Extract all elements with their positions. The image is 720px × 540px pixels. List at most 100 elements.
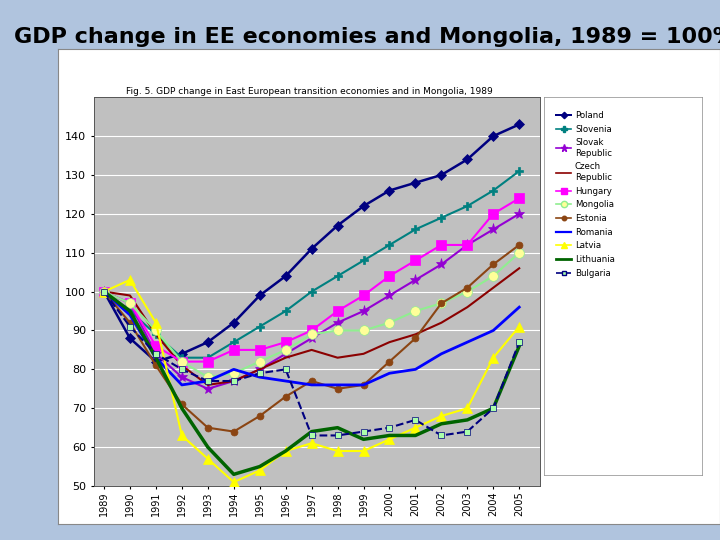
Slovenia: [515, 168, 523, 174]
Romania: [359, 382, 368, 388]
Mongolia: [178, 359, 186, 365]
Poland: [204, 339, 212, 346]
Line: Romania: Romania: [104, 292, 519, 385]
Poland: [333, 222, 342, 229]
Hungary: [282, 339, 290, 346]
Lithuania: [515, 343, 523, 349]
Hungary: [515, 195, 523, 201]
Mongolia: [489, 273, 498, 279]
Slovenia: [125, 308, 134, 314]
Lithuania: [152, 354, 161, 361]
Romania: [125, 312, 134, 318]
Line: Mongolia: Mongolia: [99, 248, 524, 382]
Estonia: [411, 335, 420, 341]
Slovenia: [282, 308, 290, 314]
Line: Hungary: Hungary: [99, 193, 524, 367]
Slovenia: [152, 331, 161, 338]
Slovak
Republic: [282, 350, 290, 357]
Slovak
Republic: [489, 226, 498, 233]
Slovak
Republic: [99, 288, 108, 295]
Latvia: [463, 405, 472, 411]
Romania: [411, 366, 420, 373]
Line: Latvia: Latvia: [99, 275, 524, 487]
Czech
Republic: [152, 331, 161, 338]
Mongolia: [359, 327, 368, 334]
Slovenia: [333, 273, 342, 279]
Latvia: [411, 424, 420, 431]
Lithuania: [282, 448, 290, 454]
Bulgaria: [359, 428, 368, 435]
Lithuania: [256, 463, 264, 470]
Lithuania: [204, 444, 212, 450]
Czech
Republic: [515, 265, 523, 272]
Bulgaria: [152, 350, 161, 357]
Slovak
Republic: [333, 320, 342, 326]
Bulgaria: [307, 432, 316, 438]
Bulgaria: [489, 405, 498, 411]
Slovenia: [437, 214, 446, 221]
Latvia: [437, 413, 446, 419]
Czech
Republic: [99, 288, 108, 295]
Hungary: [230, 347, 238, 353]
Poland: [359, 203, 368, 210]
Mongolia: [282, 347, 290, 353]
Slovak
Republic: [515, 211, 523, 217]
Lithuania: [178, 405, 186, 411]
Czech
Republic: [437, 320, 446, 326]
Estonia: [333, 386, 342, 392]
Line: Bulgaria: Bulgaria: [101, 288, 523, 439]
Romania: [152, 354, 161, 361]
Latvia: [359, 448, 368, 454]
Slovak
Republic: [230, 378, 238, 384]
Legend: Poland, Slovenia, Slovak
Republic, Czech
Republic, Hungary, Mongolia, Estonia, R: Poland, Slovenia, Slovak Republic, Czech…: [554, 109, 616, 280]
Latvia: [282, 448, 290, 454]
Latvia: [385, 436, 394, 443]
Poland: [282, 273, 290, 279]
Czech
Republic: [178, 362, 186, 369]
Mongolia: [230, 370, 238, 376]
Hungary: [489, 211, 498, 217]
Czech
Republic: [307, 347, 316, 353]
Hungary: [385, 273, 394, 279]
Poland: [256, 292, 264, 299]
Poland: [230, 320, 238, 326]
Hungary: [256, 347, 264, 353]
Latvia: [333, 448, 342, 454]
Poland: [463, 156, 472, 163]
Bulgaria: [99, 288, 108, 295]
Slovak
Republic: [463, 242, 472, 248]
Mongolia: [463, 288, 472, 295]
Lithuania: [385, 432, 394, 438]
Lithuania: [333, 424, 342, 431]
Slovenia: [489, 187, 498, 194]
Slovak
Republic: [385, 292, 394, 299]
Mongolia: [99, 288, 108, 295]
Latvia: [152, 320, 161, 326]
Romania: [178, 382, 186, 388]
Czech
Republic: [125, 292, 134, 299]
Bulgaria: [256, 370, 264, 376]
Hungary: [152, 343, 161, 349]
Estonia: [515, 242, 523, 248]
Lithuania: [359, 436, 368, 443]
Hungary: [178, 359, 186, 365]
Estonia: [307, 378, 316, 384]
Czech
Republic: [333, 354, 342, 361]
Estonia: [489, 261, 498, 268]
Czech
Republic: [282, 354, 290, 361]
Romania: [333, 382, 342, 388]
Bulgaria: [230, 378, 238, 384]
Hungary: [333, 308, 342, 314]
Estonia: [437, 300, 446, 307]
Mongolia: [411, 308, 420, 314]
Poland: [152, 359, 161, 365]
Romania: [282, 378, 290, 384]
Bulgaria: [204, 378, 212, 384]
Slovenia: [204, 354, 212, 361]
Slovenia: [411, 226, 420, 233]
Slovak
Republic: [152, 350, 161, 357]
Slovak
Republic: [437, 261, 446, 268]
Latvia: [489, 354, 498, 361]
Czech
Republic: [204, 382, 212, 388]
Mongolia: [515, 249, 523, 256]
